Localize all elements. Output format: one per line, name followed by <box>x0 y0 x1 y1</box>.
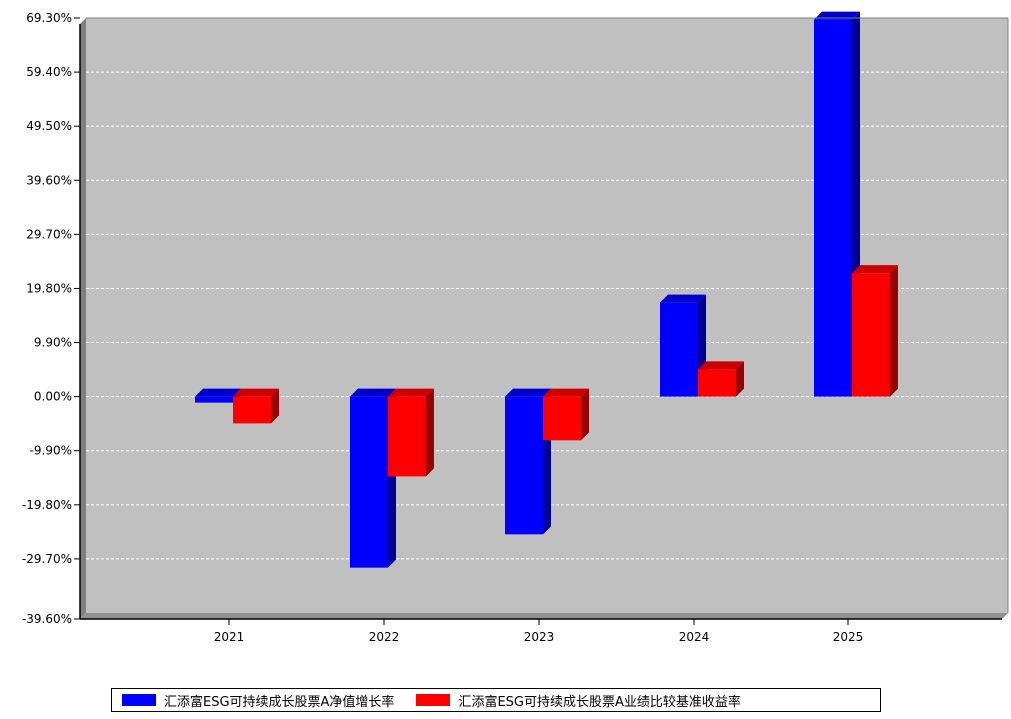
bars <box>195 11 898 568</box>
y-tick-label: -19.80% <box>22 498 72 512</box>
legend-label-series-2: 汇添富ESG可持续成长股票A业绩比较基准收益率 <box>458 694 741 710</box>
x-tick-labels: 2021 2022 2023 2024 2025 <box>214 619 864 644</box>
legend: 汇添富ESG可持续成长股票A净值增长率 汇添富ESG可持续成长股票A业绩比较基准… <box>111 688 881 712</box>
bar-series-2-2024 <box>698 361 744 397</box>
bar-series-2-2021 <box>233 388 279 424</box>
y-tick-label: 0.00% <box>34 390 72 404</box>
y-tick-label: 29.70% <box>26 227 72 241</box>
y-tick-label: 19.80% <box>26 281 72 295</box>
bar-series-1-2025 <box>814 11 860 397</box>
y-tick-label: -29.70% <box>22 552 72 566</box>
y-tick-label: 59.40% <box>26 65 72 79</box>
bar-chart: 69.30% 59.40% 49.50% 39.60% 29.70% 19.80% 9.90… <box>22 11 1009 644</box>
y-tick-labels: 69.30% 59.40% 49.50% 39.60% 29.70% 19.80% 9.90… <box>22 11 80 626</box>
bar-series-2-2025 <box>852 265 898 397</box>
legend-item-series-1: 汇添富ESG可持续成长股票A净值增长率 <box>122 691 394 710</box>
legend-label-series-1: 汇添富ESG可持续成长股票A净值增长率 <box>164 694 395 710</box>
x-axis-floor <box>80 613 1008 619</box>
x-tick-label: 2023 <box>524 630 555 644</box>
axes <box>79 17 1009 620</box>
y-tick-label: 49.50% <box>26 119 72 133</box>
x-tick-label: 2024 <box>679 630 710 644</box>
y-tick-label: 39.60% <box>26 173 72 187</box>
legend-swatch-series-2 <box>416 694 451 706</box>
legend-item-series-2: 汇添富ESG可持续成长股票A业绩比较基准收益率 <box>416 691 741 710</box>
bar-series-1-2024 <box>660 294 706 397</box>
bar-series-2-2022 <box>388 388 434 477</box>
x-tick-label: 2021 <box>214 630 245 644</box>
x-tick-label: 2022 <box>369 630 400 644</box>
legend-swatch-series-1 <box>122 694 156 706</box>
y-tick-label: 69.30% <box>26 11 72 25</box>
x-tick-label: 2025 <box>833 630 864 644</box>
y-axis-wall <box>80 18 86 619</box>
bar-series-2-2023 <box>543 388 589 441</box>
y-tick-label: -39.60% <box>22 612 72 626</box>
y-tick-label: -9.90% <box>30 444 72 458</box>
y-tick-label: 9.90% <box>34 336 72 350</box>
